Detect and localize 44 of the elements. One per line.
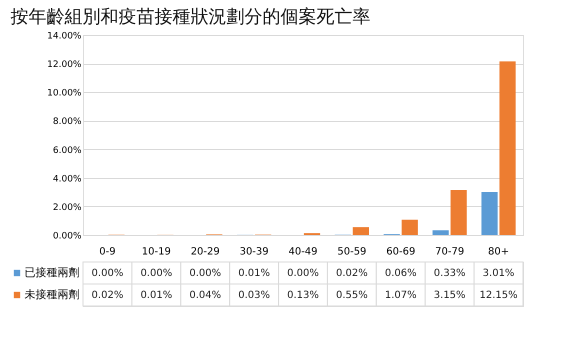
data-label: 0.02% (92, 290, 124, 301)
data-label: 0.06% (384, 268, 417, 279)
y-tick-label: 10.00% (47, 88, 82, 99)
data-label: 0.00% (189, 268, 222, 279)
bar (450, 190, 467, 235)
x-tick-label: 80+ (488, 246, 510, 258)
y-tick-label: 6.00% (52, 146, 82, 156)
x-tick-label: 30-39 (240, 246, 269, 258)
x-tick-label: 20-29 (190, 246, 220, 258)
data-label: 1.07% (384, 290, 417, 301)
y-tick-label: 14.00% (47, 32, 82, 42)
y-tick-label: 4.00% (52, 174, 82, 184)
x-tick-label: 0-9 (99, 246, 116, 258)
data-label: 0.13% (287, 290, 319, 301)
data-label: 0.00% (140, 268, 172, 279)
x-tick-label: 50-59 (337, 246, 366, 258)
y-tick-label: 2.00% (52, 202, 82, 213)
y-tick-label: 0.00% (52, 232, 82, 242)
bar (481, 192, 498, 235)
data-label: 0.04% (189, 290, 222, 301)
data-label: 12.15% (479, 290, 518, 301)
data-label: 0.03% (238, 290, 270, 301)
data-label: 0.00% (92, 268, 124, 279)
bar (499, 61, 516, 235)
x-tick-label: 40-49 (288, 246, 318, 258)
data-label: 0.55% (336, 290, 368, 301)
data-label: 3.01% (482, 268, 514, 279)
data-label: 0.01% (238, 268, 270, 279)
bar (432, 230, 449, 235)
x-tick-label: 70-79 (435, 246, 464, 258)
y-tick-label: 8.00% (52, 117, 82, 128)
bar (402, 220, 418, 235)
data-label: 0.33% (434, 268, 466, 279)
y-tick-label: 12.00% (47, 60, 82, 70)
legend-label: 已接種兩劑 (24, 266, 80, 279)
data-label: 0.00% (287, 268, 319, 279)
data-label: 0.01% (140, 290, 172, 301)
data-label: 3.15% (434, 290, 466, 301)
legend-label: 未接種兩劑 (24, 288, 80, 301)
chart-title: 按年齡組別和疫苗接種狀況劃分的個案死亡率 (10, 6, 370, 28)
bar (352, 227, 369, 235)
x-tick-label: 60-69 (386, 246, 416, 258)
x-tick-label: 10-19 (142, 246, 171, 258)
data-label: 0.02% (336, 268, 368, 279)
